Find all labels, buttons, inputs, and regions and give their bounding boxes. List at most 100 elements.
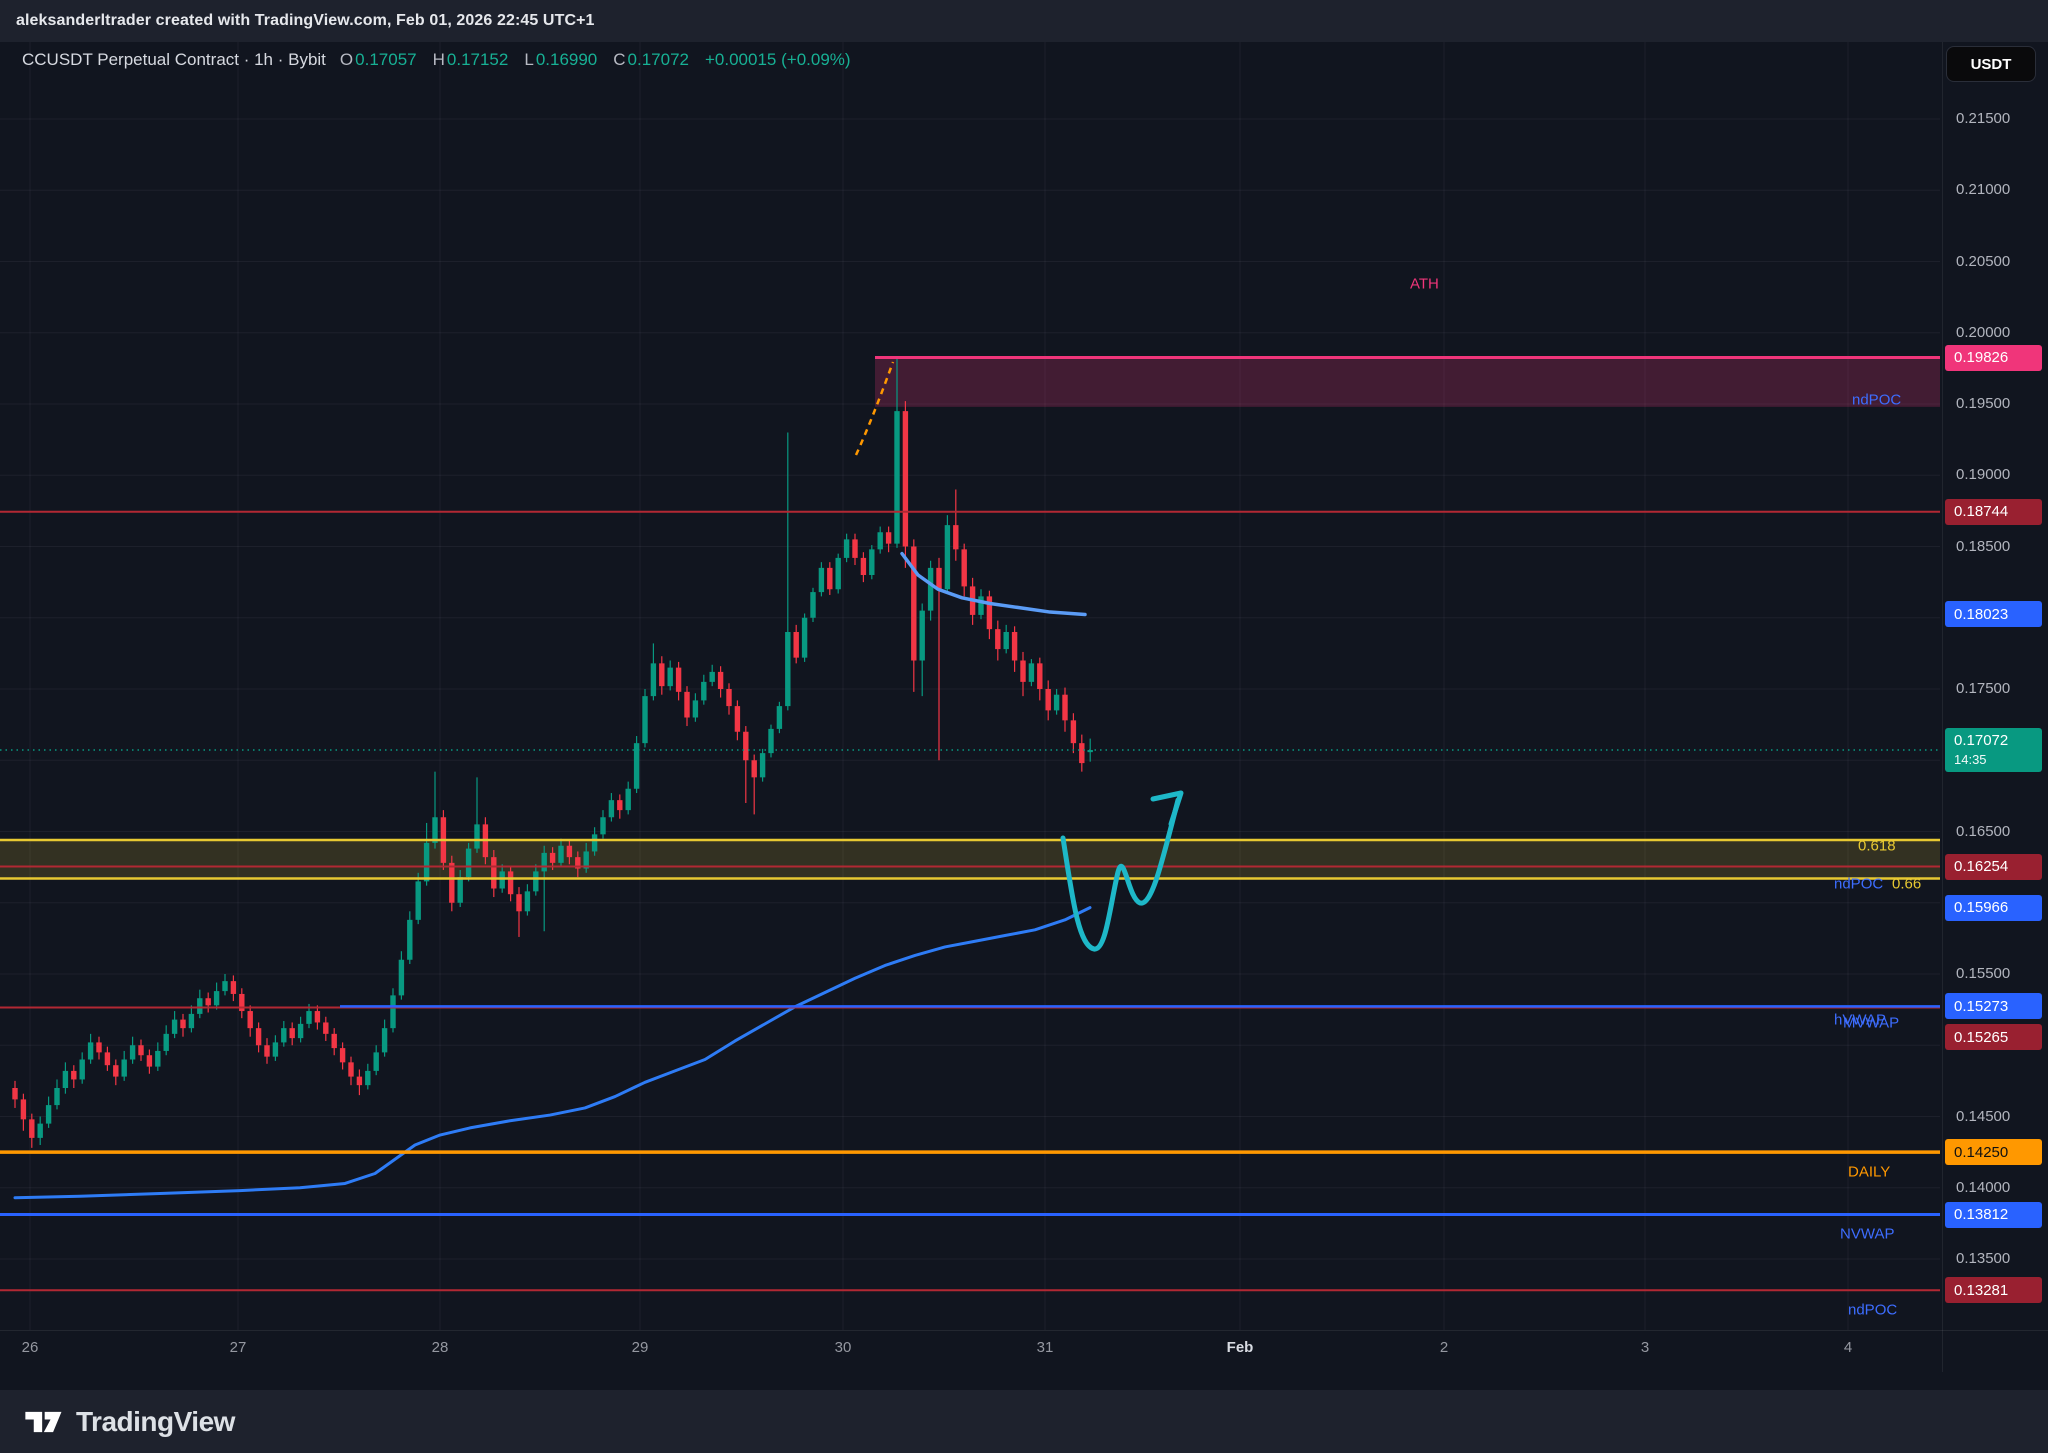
candle-body: [852, 539, 858, 558]
price-axis-label: 0.19000: [1956, 466, 2011, 484]
candle-body: [297, 1023, 304, 1039]
candle-body: [625, 788, 631, 811]
candle-body: [289, 1028, 295, 1039]
time-axis-label[interactable]: 27: [229, 1339, 247, 1356]
candle-body: [474, 824, 480, 849]
time-axis-label[interactable]: 26: [21, 1339, 39, 1356]
candle-body: [659, 663, 665, 687]
symbol-header[interactable]: CCUSDT Perpetual Contract · 1h · Bybit O…: [22, 50, 851, 70]
candle-body: [29, 1119, 35, 1138]
candle-body: [45, 1105, 52, 1124]
ath-label: ATH: [1410, 275, 1439, 293]
candle-countdown: 14:35: [1954, 751, 1987, 767]
close-label: C: [613, 50, 626, 69]
candle-body: [398, 959, 405, 996]
short_ma-line: [900, 551, 1087, 617]
price-level-badge: 0.15966: [1945, 894, 2042, 921]
candle-body: [1011, 632, 1018, 661]
candle-body: [239, 993, 245, 1012]
candle-body: [356, 1076, 363, 1086]
candle-body: [255, 1028, 262, 1046]
currency-toggle-button[interactable]: USDT: [1946, 46, 2036, 82]
zones-layer: [0, 357, 1940, 879]
ndpoc-top-label: ndPOC: [1852, 391, 1902, 409]
symbol-title[interactable]: CCUSDT Perpetual Contract · 1h · Bybit: [22, 50, 326, 69]
candle-body: [390, 995, 396, 1029]
price-level-badge: 0.14250: [1945, 1139, 2042, 1166]
time-axis-label[interactable]: 29: [631, 1339, 649, 1356]
candle-body: [743, 731, 749, 761]
candle-body: [423, 842, 430, 882]
candle-body: [986, 596, 993, 630]
candle-body: [533, 871, 539, 892]
price-axis-label: 0.20000: [1956, 323, 2011, 341]
price-level-badge: 0.18023: [1945, 601, 2042, 628]
candle-body: [885, 532, 892, 544]
time-axis-label[interactable]: Feb: [1226, 1339, 1254, 1356]
candle-body: [54, 1088, 60, 1106]
candle-body: [667, 667, 673, 687]
candle-body: [365, 1070, 371, 1086]
price-level-badge: 0.18744: [1945, 498, 2042, 525]
candle-body: [155, 1050, 161, 1067]
candle-body: [860, 557, 867, 575]
candle-body: [709, 671, 715, 682]
candle-body: [323, 1022, 329, 1034]
candle-body: [188, 1013, 195, 1029]
ndpoc-mid-label: ndPOC: [1834, 875, 1884, 893]
candle-body: [1053, 694, 1060, 711]
candle-body: [348, 1062, 354, 1077]
drawings-layer[interactable]: [854, 361, 1184, 952]
candle-body: [516, 894, 522, 912]
candle-body: [827, 567, 833, 590]
open-label: O: [339, 50, 354, 69]
time-axis-label[interactable]: 30: [834, 1339, 852, 1356]
price-axis[interactable]: 0.21500 0.21000 0.20500 0.20000 0.19500 0.190…: [1944, 42, 2048, 1372]
candle-body: [717, 671, 724, 689]
candle-body: [575, 857, 581, 869]
daily-label: DAILY: [1848, 1163, 1891, 1181]
candle-body: [71, 1070, 77, 1080]
candle-body: [692, 700, 699, 718]
candle-body: [684, 691, 690, 718]
candle-body: [230, 981, 237, 994]
candle-body: [734, 706, 741, 732]
candle-body: [591, 834, 598, 852]
nvwap-label: NVWAP: [1840, 1225, 1895, 1243]
candle-body: [213, 991, 220, 1006]
candle-body: [549, 852, 556, 863]
candle-body: [793, 632, 799, 658]
time-axis-label[interactable]: 31: [1036, 1339, 1054, 1356]
candle-body: [869, 549, 875, 575]
time-axis[interactable]: 26 27 28 29 30 31 Feb 2 3 4: [0, 1330, 2048, 1373]
tradingview-brand-text[interactable]: TradingView: [76, 1405, 235, 1437]
candle-body: [558, 845, 564, 863]
candle-body: [701, 681, 707, 701]
price-level-badge: 0.13812: [1945, 1201, 2042, 1228]
price-level-badge: 0.13281: [1945, 1277, 2042, 1304]
candle-body: [449, 862, 455, 903]
candle-body: [205, 998, 211, 1006]
candle-body: [129, 1045, 136, 1060]
time-axis-label[interactable]: 3: [1640, 1339, 1650, 1356]
hvwap-label: hVWAP: [1834, 1011, 1886, 1029]
candle-body: [843, 539, 850, 558]
time-axis-label[interactable]: 4: [1843, 1339, 1853, 1356]
time-axis-label[interactable]: 28: [431, 1339, 449, 1356]
level-lines-layer[interactable]: [0, 356, 1940, 1292]
candle-body: [96, 1042, 102, 1053]
tradingview-logo-icon[interactable]: [22, 1406, 64, 1438]
time-axis-label[interactable]: 2: [1439, 1339, 1449, 1356]
candle-body: [222, 981, 228, 992]
candle-body: [381, 1028, 388, 1053]
candle-body: [759, 753, 766, 778]
candle-body: [1062, 694, 1068, 721]
candle-body: [818, 567, 825, 593]
current-price-badge: 0.17072 14:35: [1945, 727, 2042, 772]
dashed-trend-segment: [854, 361, 895, 456]
price-axis-label: 0.15500: [1956, 965, 2011, 982]
candle-body: [1079, 743, 1085, 764]
candle-body: [650, 663, 657, 697]
candle-body: [20, 1099, 27, 1120]
